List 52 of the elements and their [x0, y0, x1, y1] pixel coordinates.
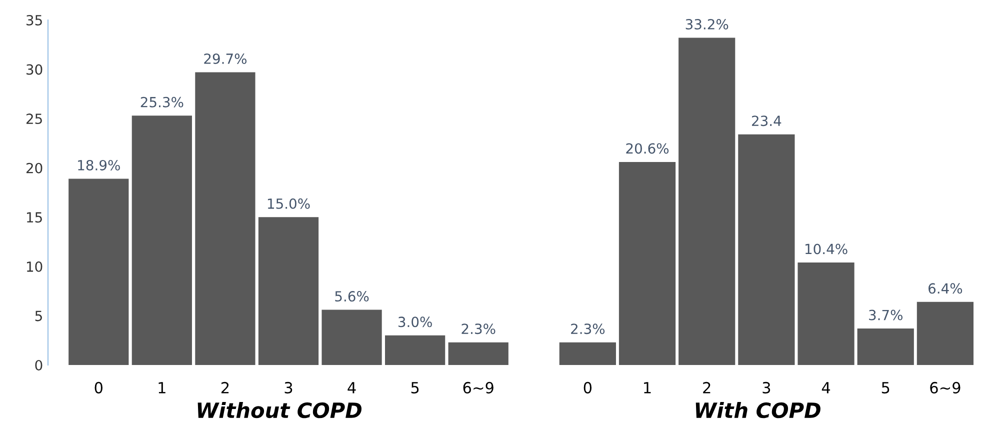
- x-tick-label: 5: [882, 382, 890, 394]
- data-label: 2.3%: [571, 324, 605, 334]
- x-tick-label: 4: [822, 382, 830, 394]
- y-tick-label: 20: [26, 162, 42, 174]
- y-tick-label: 0: [35, 360, 42, 370]
- bar: [195, 72, 256, 365]
- bar: [68, 178, 129, 365]
- bar: [618, 162, 676, 365]
- x-tick-label: 3: [762, 382, 770, 394]
- bar: [857, 328, 914, 365]
- bar: [385, 335, 446, 365]
- data-label: 2.3%: [462, 324, 496, 334]
- x-tick-label: 1: [158, 382, 166, 394]
- data-label: 3.0%: [398, 316, 432, 328]
- data-label: 6.4%: [928, 283, 962, 294]
- data-label: 5.6%: [335, 291, 369, 302]
- bar: [258, 217, 319, 365]
- x-tick-label: 0: [584, 382, 592, 394]
- bar: [798, 262, 854, 365]
- data-label: 20.6%: [626, 143, 669, 154]
- x-tick-label: 2: [221, 382, 229, 394]
- x-tick-label: 1: [644, 382, 651, 394]
- x-axis-title: Without COPD: [198, 402, 362, 418]
- y-tick-label: 35: [26, 14, 42, 26]
- bar: [132, 116, 192, 365]
- data-label: 15.0%: [268, 198, 310, 209]
- y-tick-label: 30: [26, 64, 42, 75]
- x-tick-label: 6~9: [930, 382, 960, 394]
- x-tick-label: 5: [411, 382, 419, 394]
- data-label: 10.4%: [805, 244, 848, 254]
- bar: [448, 342, 508, 365]
- bar: [738, 134, 795, 365]
- y-tick-label: 15: [26, 212, 42, 223]
- y-tick-label: 25: [26, 114, 42, 124]
- data-label: 23.4: [752, 116, 782, 126]
- x-tick-label: 0: [94, 382, 102, 394]
- bar: [559, 342, 616, 365]
- bar: [322, 310, 382, 365]
- x-tick-label: 2: [703, 382, 710, 394]
- data-label: 3.7%: [869, 310, 902, 320]
- x-tick-label: 6~9: [463, 382, 494, 394]
- x-axis-title: With COPD: [696, 402, 820, 418]
- data-label: 25.3%: [140, 96, 184, 108]
- x-tick-label: 3: [284, 382, 292, 394]
- data-label: 29.7%: [204, 53, 246, 64]
- bar: [678, 38, 736, 365]
- bar: [916, 302, 974, 365]
- x-tick-label: 4: [348, 382, 356, 394]
- y-tick-label: 10: [26, 261, 42, 272]
- data-label: 18.9%: [78, 160, 120, 170]
- data-label: 33.2%: [686, 18, 728, 30]
- y-tick-label: 5: [35, 310, 42, 322]
